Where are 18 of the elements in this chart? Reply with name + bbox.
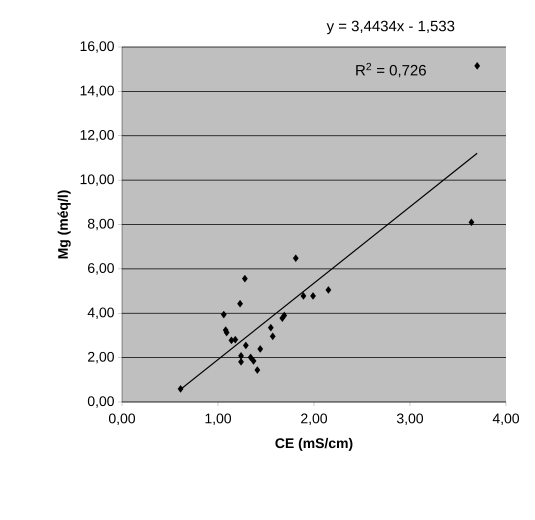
y-tick-label: 10,00 [80,174,114,186]
x-tick-label: 4,00 [492,414,520,426]
text: y = 3,4434x - 1,533 [326,20,454,34]
x-axis-title: CE (mS/cm) [275,438,352,451]
y-tick-label: 2,00 [88,352,114,364]
y-tick-label: 8,00 [88,218,114,230]
x-tick-label: 1,00 [205,414,232,426]
y-tick-label: 16,00 [80,41,114,53]
y-tick-label: 6,00 [88,263,114,275]
y-axis-title: Mg (méq/l) [58,190,71,258]
y-tick-label: 0,00 [88,396,114,408]
x-tick-label: 3,00 [396,414,424,426]
y-tick-label: 4,00 [88,307,114,320]
x-tick-label: 0,00 [108,414,136,426]
y-tick-label: 14,00 [80,86,114,98]
annotation: R$^{2}$ = 0,726 [356,62,426,78]
x-tick-label: 2,00 [301,414,328,426]
y-tick-label: 12,00 [80,130,114,142]
